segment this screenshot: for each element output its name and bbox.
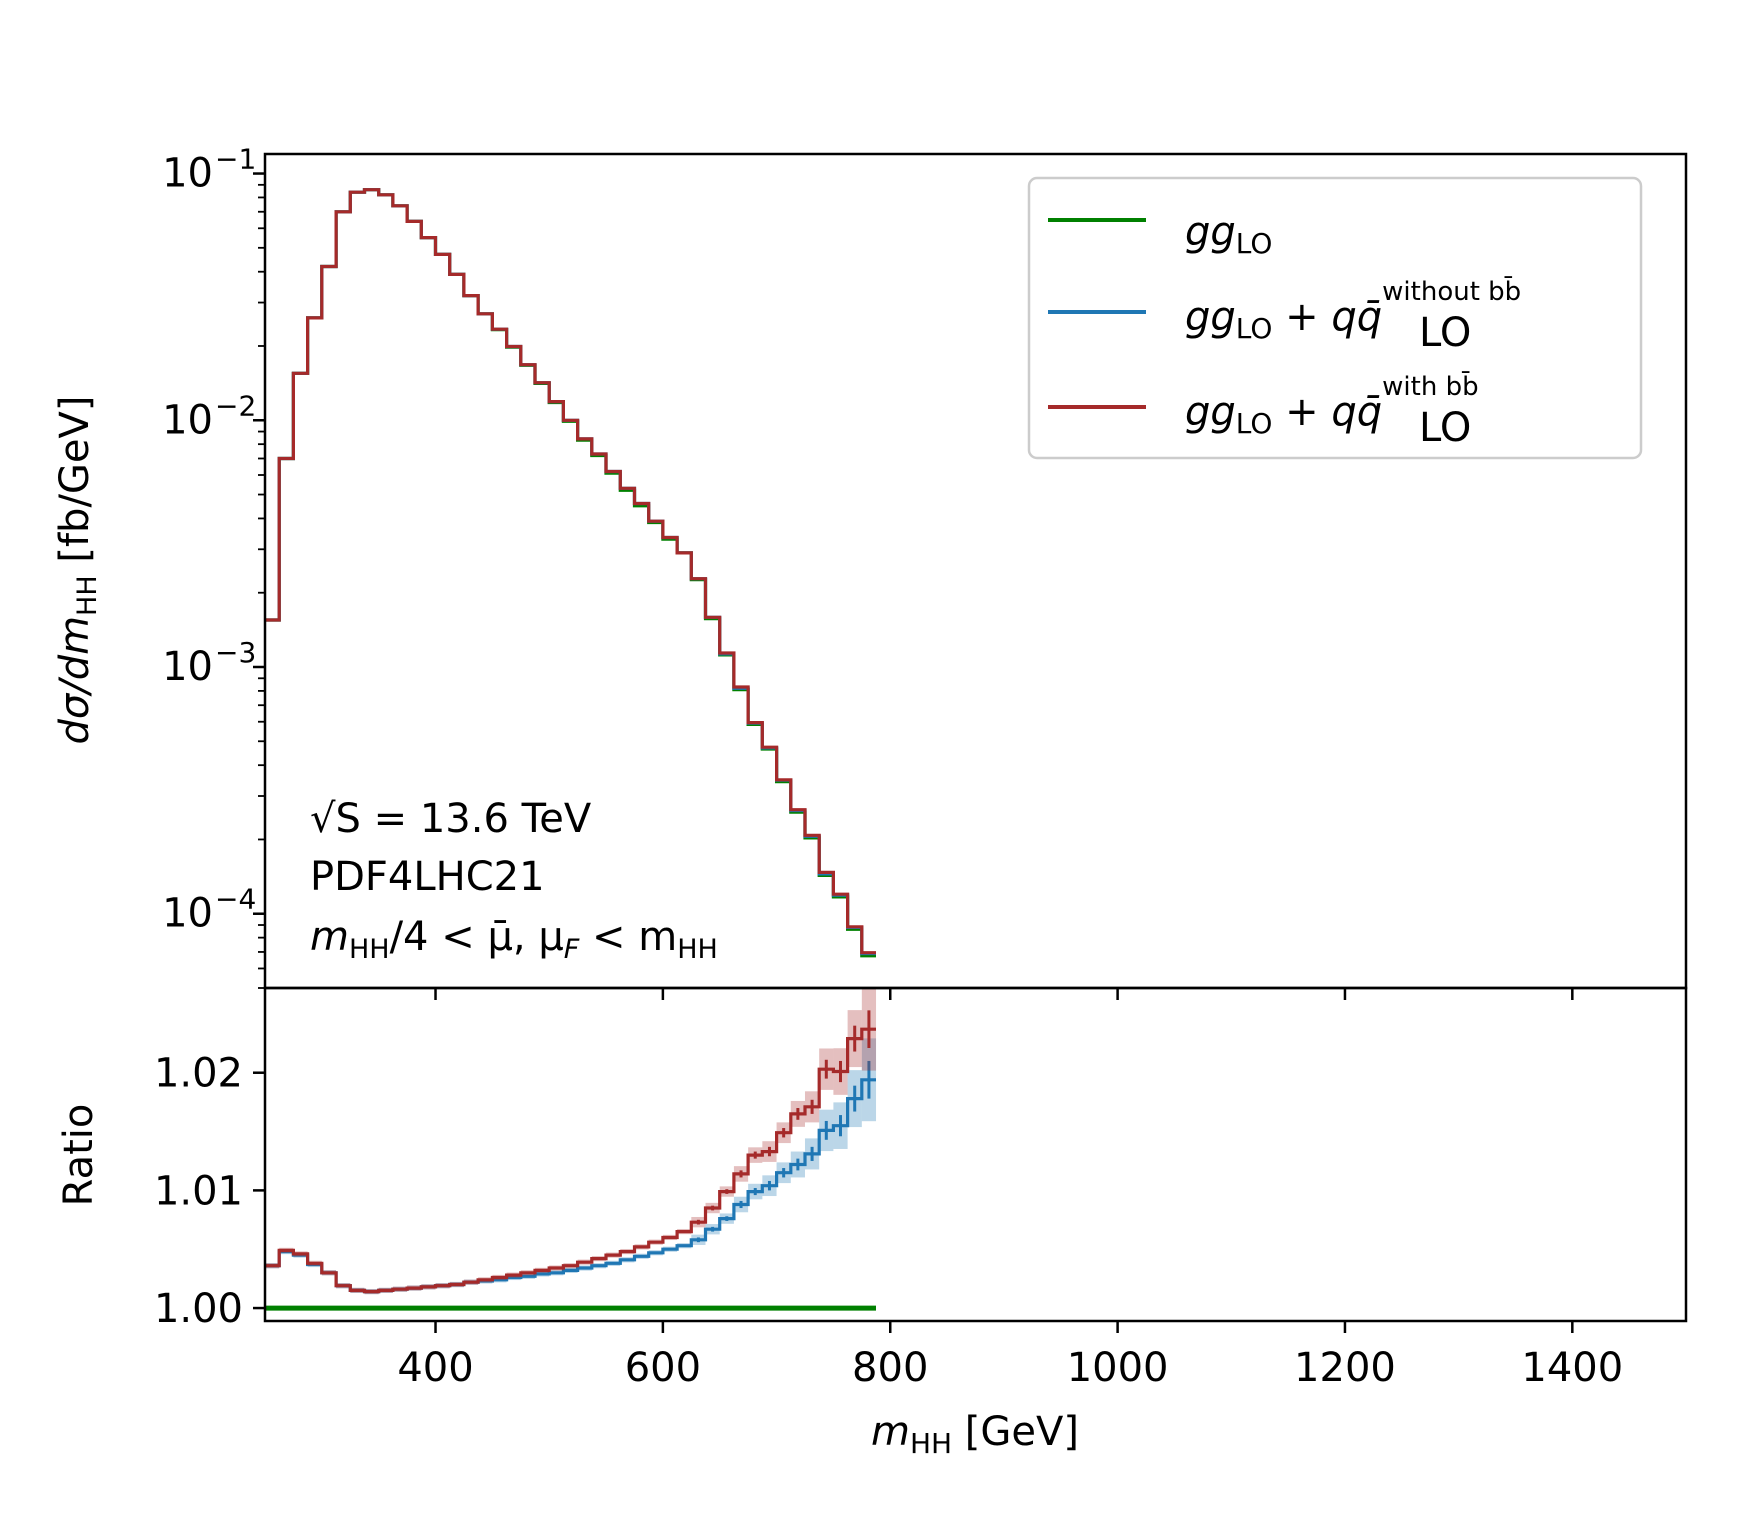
ratio-y-tick-label: 1.02 xyxy=(154,1051,243,1097)
main-y-tick-exponent: −3 xyxy=(215,636,256,669)
main-plot-panel: 10−110−210−310−4 dσ/dmHH [fb/GeV] √S = 1… xyxy=(52,143,1643,1000)
main-series-group xyxy=(265,188,876,958)
x-tick-label: 800 xyxy=(852,1345,928,1391)
ratio-series-group xyxy=(265,988,877,1311)
legend-label-without-bb: ggLO + qq̄without bb̄ xyxy=(1185,275,1521,345)
main-y-axis-ticks: 10−110−210−310−4 xyxy=(162,143,265,989)
main-y-tick-label: 10 xyxy=(162,891,213,937)
main-annotations: √S = 13.6 TeV PDF4LHC21 mHH/4 < μ̄, μF <… xyxy=(310,796,718,965)
legend-frame xyxy=(1027,176,1643,460)
x-tick-label: 1400 xyxy=(1521,1345,1623,1391)
main-series-line-2 xyxy=(265,188,876,955)
ratio-y-axis-ticks: 1.00 1.01 1.02 xyxy=(154,1051,265,1332)
legend-label-with-bb: ggLO + qq̄with bb̄ xyxy=(1185,370,1479,440)
ratio-y-tick-label: 1.00 xyxy=(154,1286,243,1332)
ratio-y-tick-label: 1.01 xyxy=(154,1168,243,1214)
x-tick-label: 1000 xyxy=(1067,1345,1169,1391)
legend-label-with-bb-sub: LO xyxy=(1419,405,1471,451)
main-y-tick-label: 10 xyxy=(162,644,213,690)
main-y-tick-label: 10 xyxy=(162,397,213,443)
legend-entry-gg-lo: ggLO xyxy=(1048,209,1272,260)
legend-entry-without-bb: ggLO + qq̄without bb̄ LO xyxy=(1048,275,1521,356)
main-x-axis-ticks xyxy=(434,988,1574,1000)
x-tick-label: 1200 xyxy=(1294,1345,1396,1391)
main-y-tick-exponent: −4 xyxy=(215,883,256,916)
x-tick-label: 600 xyxy=(625,1345,701,1391)
main-y-tick-label: 10 xyxy=(162,151,213,197)
legend-entry-with-bb: ggLO + qq̄with bb̄ LO xyxy=(1048,370,1479,451)
main-y-axis-title: dσ/dmHH [fb/GeV] xyxy=(52,395,103,744)
legend-label-gg-lo: ggLO xyxy=(1185,209,1272,260)
ratio-plot-panel: 1.00 1.01 1.02 400 600 800 1000 1200 1400 Ratio… xyxy=(56,988,1623,1460)
ratio-panel-frame xyxy=(263,986,1688,1323)
annotation-sqrt-s: √S = 13.6 TeV xyxy=(310,796,592,842)
ratio-y-axis-title: Ratio xyxy=(56,1104,102,1207)
annotation-scale: mHH/4 < μ̄, μF < mHH xyxy=(310,914,718,965)
main-y-tick-exponent: −2 xyxy=(215,389,256,422)
legend-label-without-bb-sub: LO xyxy=(1419,310,1471,356)
annotation-pdf: PDF4LHC21 xyxy=(310,854,545,900)
x-tick-label: 400 xyxy=(397,1345,473,1391)
ratio-x-axis-ticks: 400 600 800 1000 1200 1400 xyxy=(397,1321,1623,1391)
legend: ggLO ggLO + qq̄without bb̄ LO ggLO + qq̄… xyxy=(1027,176,1643,460)
main-y-tick-exponent: −1 xyxy=(215,143,256,176)
x-axis-title: mHH [GeV] xyxy=(871,1409,1079,1460)
